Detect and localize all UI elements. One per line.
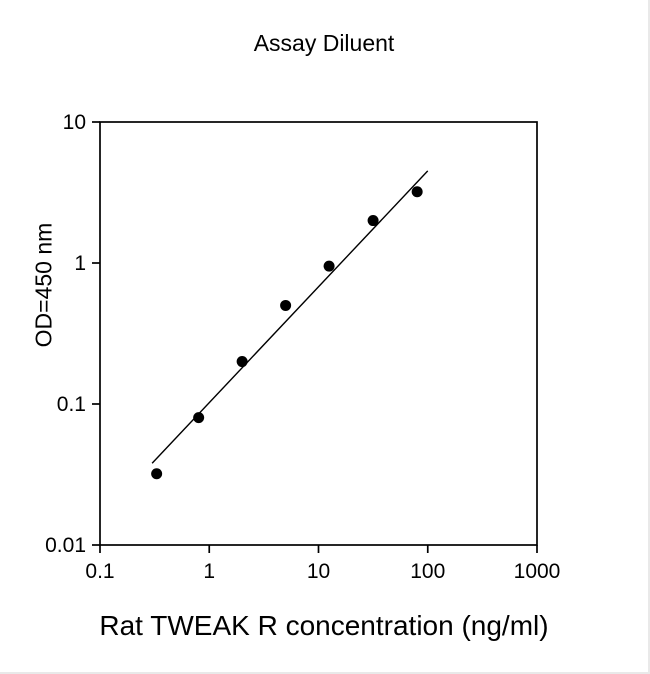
- data-point: [236, 356, 248, 368]
- plot-frame: [99, 121, 538, 546]
- plot-area: 0.1 1 10 100 1000 10 1 0.1 0.01: [45, 111, 561, 583]
- x-tick-label: 0.1: [85, 560, 114, 583]
- x-tick-label: 10: [307, 560, 330, 583]
- y-tick-label: 0.1: [57, 393, 86, 416]
- y-tick-label: 10: [63, 111, 86, 134]
- data-point: [323, 260, 335, 272]
- y-tick-label: 1: [74, 252, 86, 275]
- data-point: [151, 468, 163, 480]
- data-point: [280, 299, 292, 311]
- chart-title: Assay Diluent: [253, 30, 395, 56]
- y-tick-label: 0.01: [45, 534, 86, 557]
- x-tick-label: 1000: [514, 560, 561, 583]
- data-point: [367, 215, 379, 227]
- x-axis-label: Rat TWEAK R concentration (ng/ml): [99, 610, 549, 641]
- x-tick-label: 1: [203, 560, 215, 583]
- data-point: [193, 412, 205, 424]
- data-point: [411, 186, 423, 198]
- x-tick-label: 100: [410, 560, 445, 583]
